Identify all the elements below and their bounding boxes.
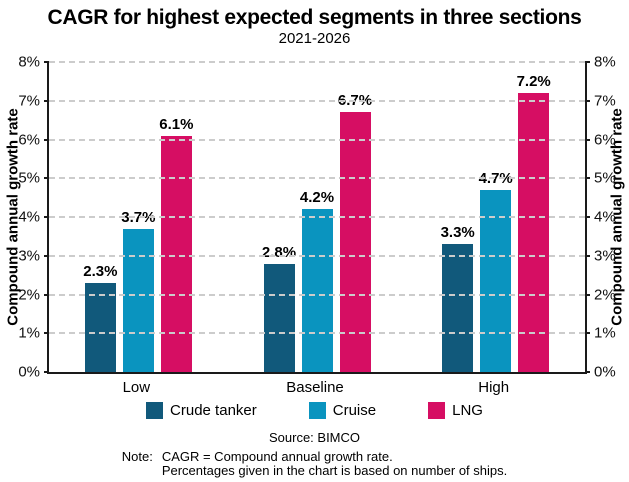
tick-mark <box>44 332 49 335</box>
tick-mark <box>44 254 49 257</box>
tick-mark <box>585 61 590 63</box>
y-tick-label: 0% <box>18 363 40 381</box>
bar-value-label: 3.3% <box>440 224 475 242</box>
y-tick-label: 4% <box>18 208 40 226</box>
bar-group-baseline: 2.8% 4.2% 6.7% <box>228 62 407 372</box>
x-category-label: Low <box>122 379 151 396</box>
bar-cruise: 4.7% <box>479 170 513 372</box>
source-text: Source: BIMCO <box>268 430 361 445</box>
y-tick-label: 3% <box>594 247 616 265</box>
tick-mark <box>585 254 590 257</box>
gridline <box>49 177 585 180</box>
y-tick-label: 5% <box>18 169 40 187</box>
tick-mark <box>585 332 590 335</box>
y-tick-label: 6% <box>18 131 40 148</box>
gridline <box>49 332 585 335</box>
bar-value-label: 6.1% <box>159 115 194 133</box>
legend-label: LNG <box>452 402 483 419</box>
bar-value-label: 7.2% <box>516 73 551 90</box>
tick-mark <box>585 371 590 373</box>
bar-value-label: 4.2% <box>299 189 335 207</box>
y-tick-label: 8% <box>594 53 616 71</box>
legend-label: Crude tanker <box>170 402 257 419</box>
legend: Crude tanker Cruise LNG <box>0 402 629 419</box>
tick-mark <box>44 138 49 141</box>
tick-mark <box>585 216 590 218</box>
tick-mark <box>44 371 49 373</box>
note-lines: CAGR = Compound annual growth rate. Perc… <box>162 450 507 478</box>
gridline <box>49 61 585 63</box>
gridline <box>49 138 585 141</box>
plot-area: 2.3% 3.7% 6.1% 2.8% 4.2% 6.7% 3.3% 4.7% 7.2% 0% 0… <box>18 55 615 380</box>
tick-mark <box>44 61 49 63</box>
x-axis-labels: Low Baseline High <box>47 378 583 398</box>
bar-lng: 7.2% <box>517 73 551 372</box>
x-category-label: High <box>478 379 510 396</box>
legend-swatch-cruise <box>308 402 326 419</box>
note-line-2: Percentages given in the chart is based … <box>161 463 508 478</box>
legend-item-cruise: Cruise <box>308 402 377 419</box>
tick-mark <box>585 293 590 296</box>
y-tick-label: 2% <box>594 286 616 303</box>
bar-crude_tanker: 2.8% <box>262 244 296 372</box>
legend-item-crude-tanker: Crude tanker <box>146 402 257 419</box>
gridline <box>49 254 585 257</box>
legend-swatch-crude-tanker <box>146 402 164 419</box>
bar-cruise: 4.2% <box>300 189 334 372</box>
y-tick-label: 0% <box>594 363 616 381</box>
y-tick-label: 8% <box>18 53 40 71</box>
y-tick-label: 1% <box>594 324 616 342</box>
gridline <box>49 99 585 102</box>
bar-value-label: 2.8% <box>261 243 297 261</box>
gridline <box>49 216 585 218</box>
tick-mark <box>585 177 590 180</box>
bar-crude_tanker: 3.3% <box>441 224 475 372</box>
gridline <box>49 293 585 296</box>
legend-label: Cruise <box>332 402 377 419</box>
tick-mark <box>585 99 590 102</box>
chart-subtitle: 2021-2026 <box>278 30 351 47</box>
tick-mark <box>44 177 49 180</box>
note-line-1: CAGR = Compound annual growth rate. <box>161 449 393 464</box>
tick-mark <box>44 293 49 296</box>
bar-cruise: 3.7% <box>121 209 155 372</box>
y-tick-label: 2% <box>18 286 40 303</box>
tick-mark <box>44 216 49 218</box>
note: Note: CAGR = Compound annual growth rate… <box>0 450 629 478</box>
bar-lng: 6.7% <box>338 92 372 372</box>
note-label: Note: <box>121 449 153 464</box>
y-tick-label: 4% <box>594 208 616 226</box>
y-tick-label: 6% <box>594 131 616 148</box>
y-tick-label: 7% <box>594 92 616 110</box>
chart-title: CAGR for highest expected segments in th… <box>47 6 582 29</box>
y-tick-label: 5% <box>594 169 616 187</box>
tick-mark <box>585 138 590 141</box>
x-category-label: Baseline <box>286 379 344 396</box>
bar-value-label: 2.3% <box>83 262 118 280</box>
legend-item-lng: LNG <box>428 402 483 419</box>
legend-swatch-lng <box>428 402 446 419</box>
tick-mark <box>44 99 49 102</box>
y-tick-label: 7% <box>18 92 40 110</box>
y-tick-label: 3% <box>18 247 40 265</box>
y-tick-label: 1% <box>18 324 40 342</box>
bar-crude_tanker: 2.3% <box>83 263 117 372</box>
chart-area: Compound annual growth rate Compound ann… <box>0 48 629 398</box>
